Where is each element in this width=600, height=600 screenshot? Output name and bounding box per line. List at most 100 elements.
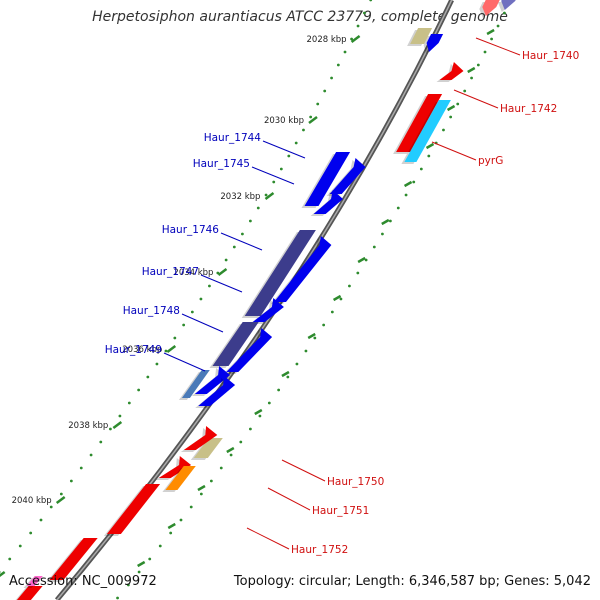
track-dot — [412, 180, 416, 184]
scale-tick — [217, 268, 228, 276]
track-dot — [164, 349, 168, 353]
track-dot — [179, 518, 183, 522]
track-dot — [343, 50, 347, 54]
minus-feature — [223, 328, 273, 374]
track-dot — [229, 453, 233, 457]
plus-feature-body — [106, 484, 161, 534]
minor-tick — [381, 218, 390, 226]
track-dot — [49, 505, 53, 509]
track-dot — [316, 102, 320, 106]
minus-feature — [195, 376, 236, 408]
scale-axis: 2028 kbp 2030 kbp 2032 kbp 2034 kbp 2036 kbp… — [0, 28, 495, 578]
minus-feature — [23, 576, 43, 588]
track-dot — [304, 349, 308, 353]
track-dot — [336, 63, 340, 67]
track-dot — [350, 37, 353, 41]
leader-line — [453, 89, 499, 109]
track-dot — [0, 570, 1, 574]
leader-line — [220, 232, 263, 251]
scale-tick — [112, 421, 123, 429]
plus-feature — [498, 0, 516, 12]
gene-label-minus: Haur_1748 — [123, 305, 180, 317]
track-dot — [109, 427, 112, 431]
minor-tick — [197, 484, 206, 492]
plus-feature — [46, 538, 98, 582]
track-dot — [364, 258, 368, 262]
plus-feature-body — [16, 586, 43, 600]
leader-line — [163, 352, 206, 372]
scale-tick — [166, 345, 177, 353]
track-dot — [148, 557, 152, 561]
minor-tick — [446, 104, 456, 112]
track-dot — [219, 466, 223, 470]
minor-tick — [137, 560, 146, 568]
track-dot — [503, 11, 506, 15]
track-dot — [146, 375, 150, 379]
track-dot — [248, 219, 252, 223]
track-dot — [116, 596, 119, 600]
accession-text: Accession: NC_009972 — [9, 574, 157, 589]
scale-label: 2028 kbp — [307, 35, 347, 45]
track-dot — [476, 63, 480, 67]
gene-label-plus: Haur_1742 — [500, 103, 557, 115]
track-dot — [388, 219, 392, 223]
track-dot — [463, 89, 467, 93]
minus-feature-body — [198, 376, 236, 406]
track-dot — [449, 115, 453, 119]
gene-label-minus: Haur_1747 — [142, 266, 199, 278]
minus-feature — [178, 370, 210, 400]
track-dot — [369, 0, 373, 2]
minor-tick — [425, 142, 435, 150]
minor-tick — [254, 408, 263, 416]
track-dot — [330, 76, 333, 80]
track-dot — [127, 401, 131, 405]
minor-tick — [167, 522, 176, 530]
track-dot — [456, 102, 460, 106]
minus-feature — [310, 190, 343, 216]
track-dot — [277, 388, 281, 392]
track-dot — [470, 76, 473, 80]
track-dot — [302, 128, 305, 132]
track-dot — [356, 271, 360, 275]
track-dot — [190, 310, 194, 314]
minus-feature-body — [212, 322, 259, 366]
minus-feature — [423, 34, 444, 54]
track-dot — [313, 336, 317, 340]
leader-line — [475, 37, 521, 56]
minor-tick — [226, 446, 235, 454]
scale-tick — [308, 116, 318, 124]
minus-feature — [301, 152, 351, 208]
track-dot — [419, 167, 423, 171]
leader-line — [181, 313, 224, 333]
track-dot — [442, 128, 445, 132]
plus-feature-body — [193, 438, 223, 458]
track-dot — [279, 167, 283, 171]
track-dot — [490, 37, 493, 41]
track-dot — [224, 258, 228, 262]
plus-feature-body — [482, 0, 500, 16]
gene-label-plus: Haur_1751 — [312, 505, 369, 517]
plus-feature-body — [183, 426, 218, 450]
track-dot — [126, 583, 130, 587]
plus-feature-body — [501, 0, 516, 10]
track-dot — [272, 180, 276, 184]
minor-tick — [486, 28, 495, 36]
track-dot — [294, 141, 298, 145]
scale-label: 2032 kbp — [220, 192, 260, 202]
minus-feature-body — [194, 366, 231, 394]
gene-label-minus: Haur_1745 — [193, 158, 250, 170]
track-dot — [18, 544, 22, 548]
minus-feature-body — [426, 34, 444, 52]
track-dot — [8, 557, 12, 561]
feature-layer — [15, 0, 516, 600]
minus-feature — [407, 28, 433, 46]
leader-line — [431, 141, 477, 161]
track-dot — [381, 232, 384, 236]
plus-feature — [15, 586, 43, 600]
track-dot — [483, 50, 487, 54]
plus-feature-body — [165, 466, 196, 490]
track-dot — [309, 115, 313, 119]
track-dot — [208, 284, 211, 288]
gene-label-plus: Haur_1752 — [291, 544, 348, 556]
